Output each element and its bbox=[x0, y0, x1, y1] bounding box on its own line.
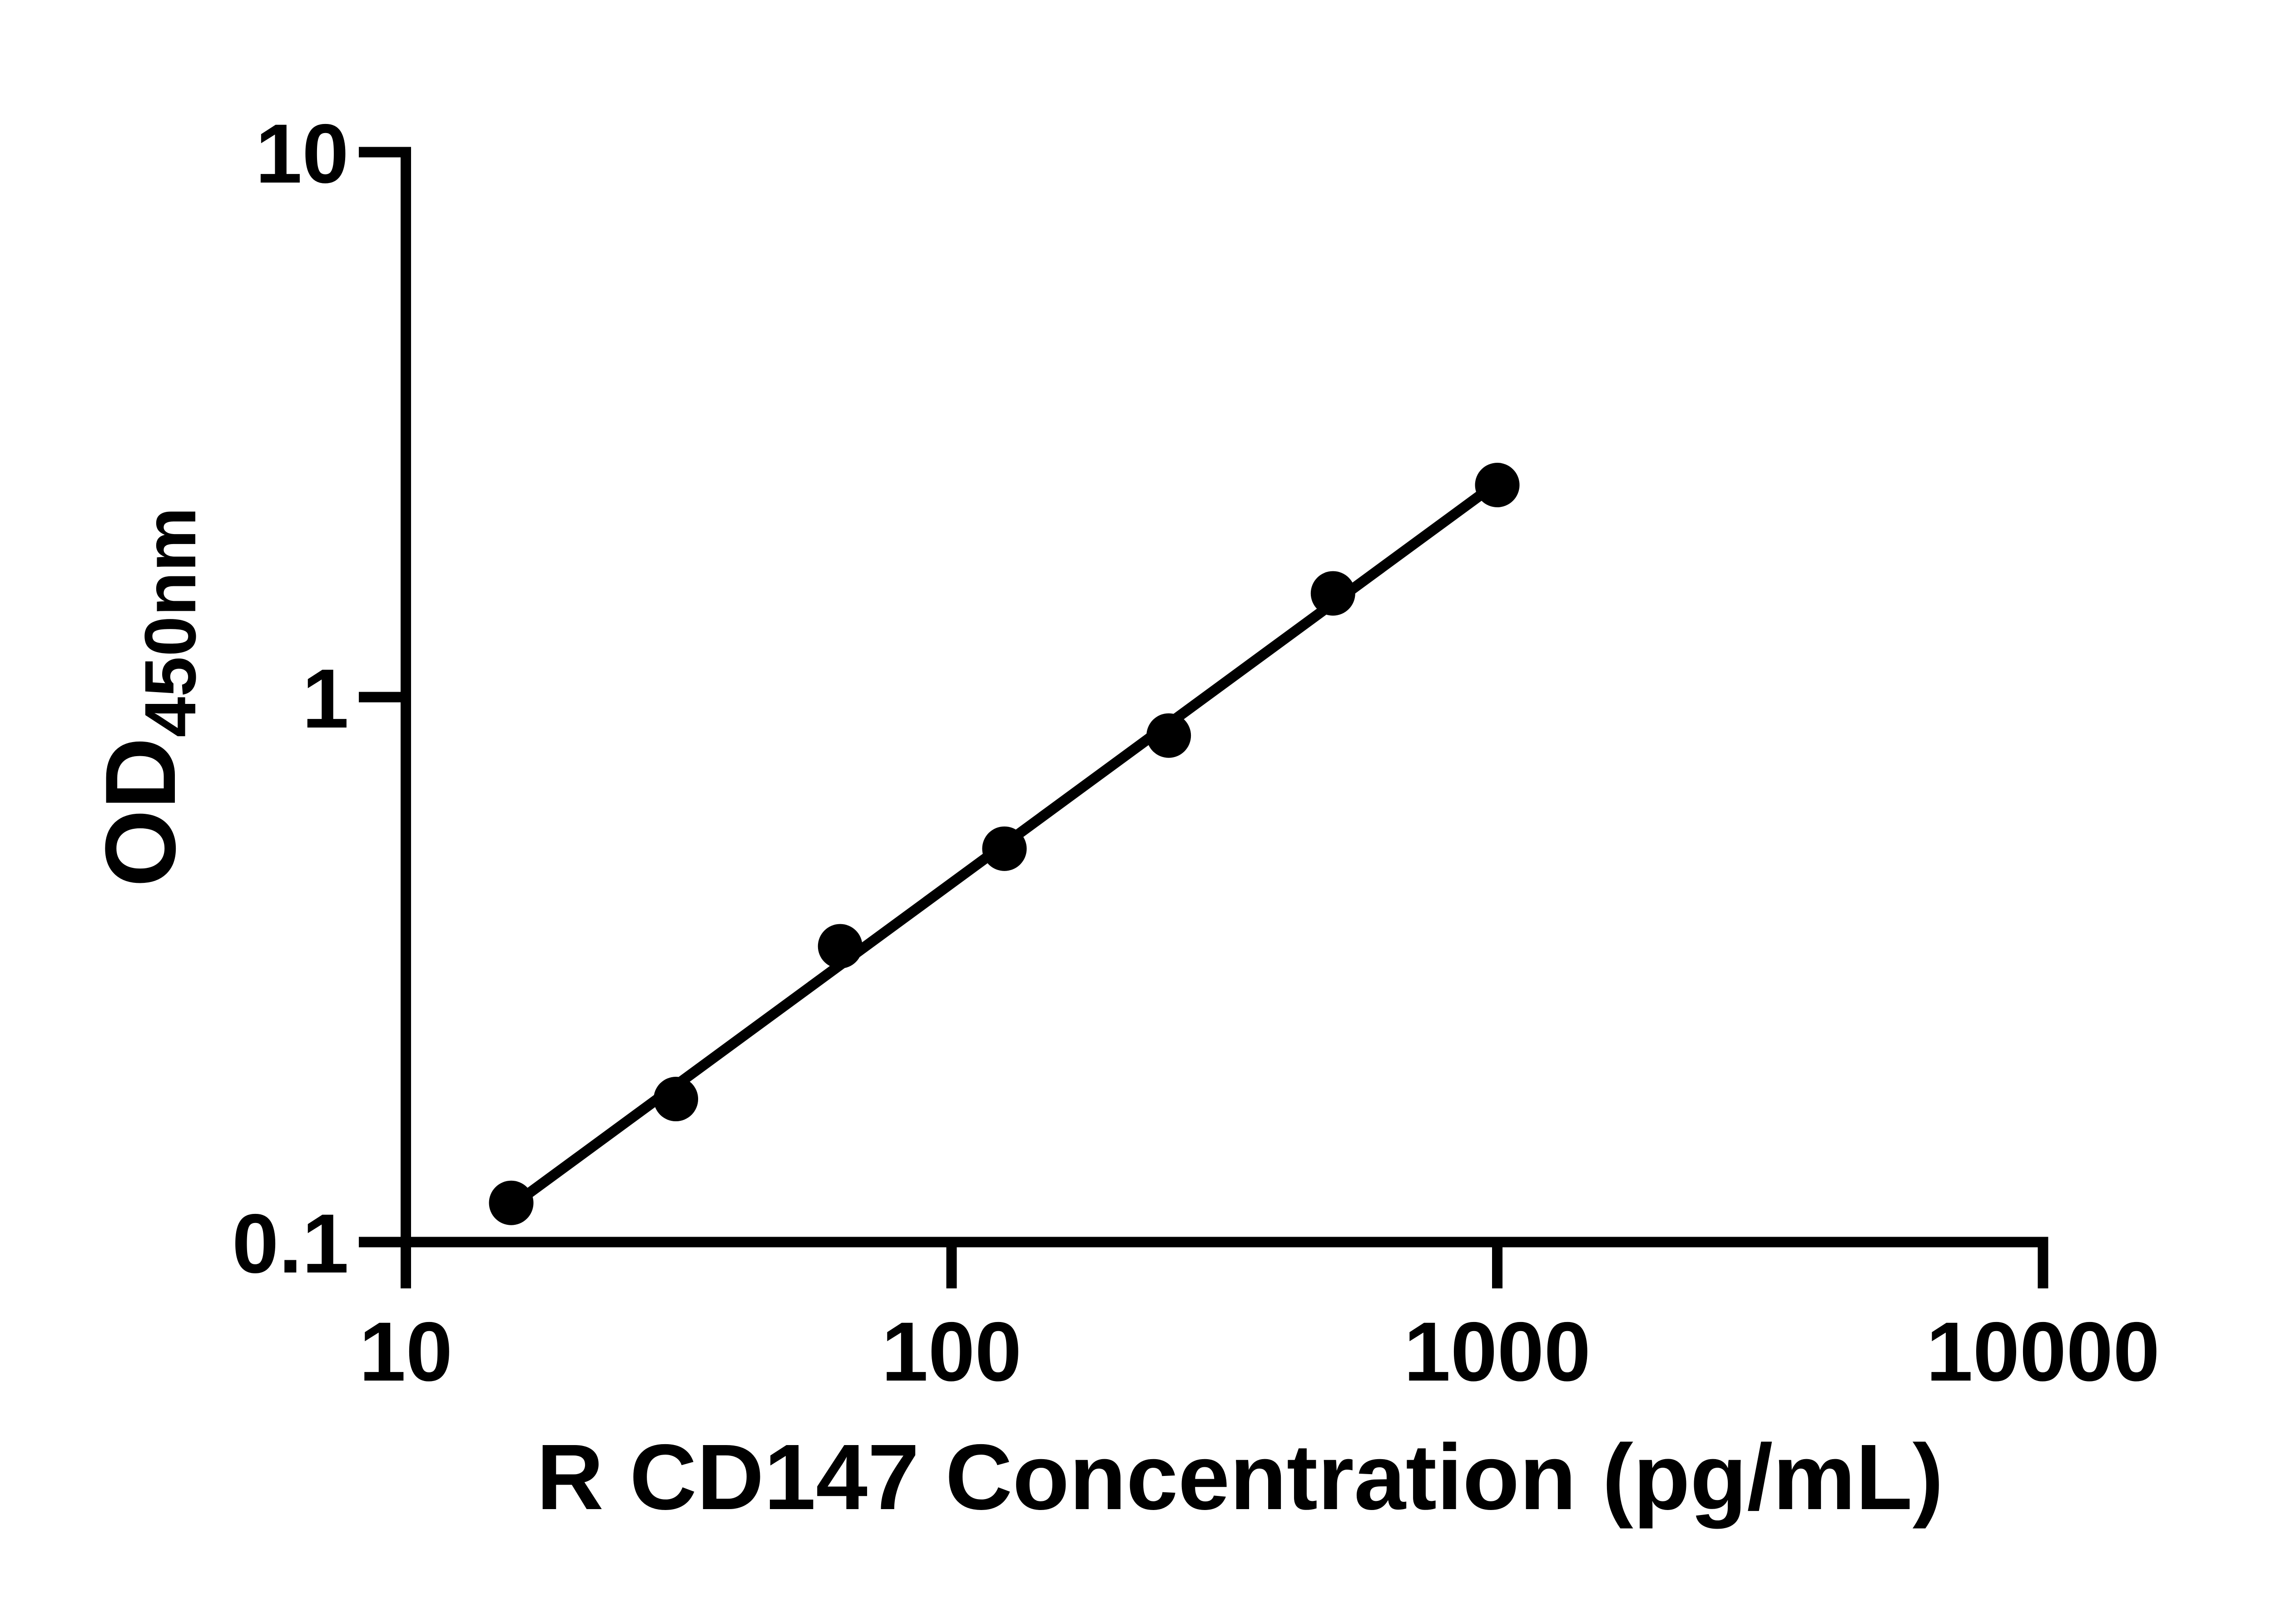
x-tick-label-10000: 10000 bbox=[1926, 1305, 2160, 1399]
data-point-500 bbox=[1310, 571, 1355, 616]
data-point-125 bbox=[982, 826, 1027, 871]
data-point-62.5 bbox=[818, 924, 863, 969]
y-axis-title: OD450nm bbox=[84, 507, 211, 887]
y-tick-label-0.1: 0.1 bbox=[232, 1197, 349, 1291]
y-tick-label-10: 10 bbox=[255, 107, 349, 201]
y-tick-label-1: 1 bbox=[302, 652, 349, 746]
x-tick-label-10: 10 bbox=[359, 1305, 453, 1399]
data-point-31.25 bbox=[654, 1077, 699, 1122]
data-point-1000 bbox=[1475, 463, 1520, 508]
data-point-15.6 bbox=[489, 1180, 534, 1225]
y-axis-title-main: OD bbox=[84, 737, 196, 887]
x-tick-label-1000: 1000 bbox=[1404, 1305, 1591, 1399]
x-axis-title: R CD147 Concentration (pg/mL) bbox=[536, 1425, 1944, 1529]
x-tick-label-100: 100 bbox=[882, 1305, 1022, 1399]
y-axis-title-subscript: 450nm bbox=[129, 507, 211, 738]
data-point-250 bbox=[1146, 713, 1191, 758]
